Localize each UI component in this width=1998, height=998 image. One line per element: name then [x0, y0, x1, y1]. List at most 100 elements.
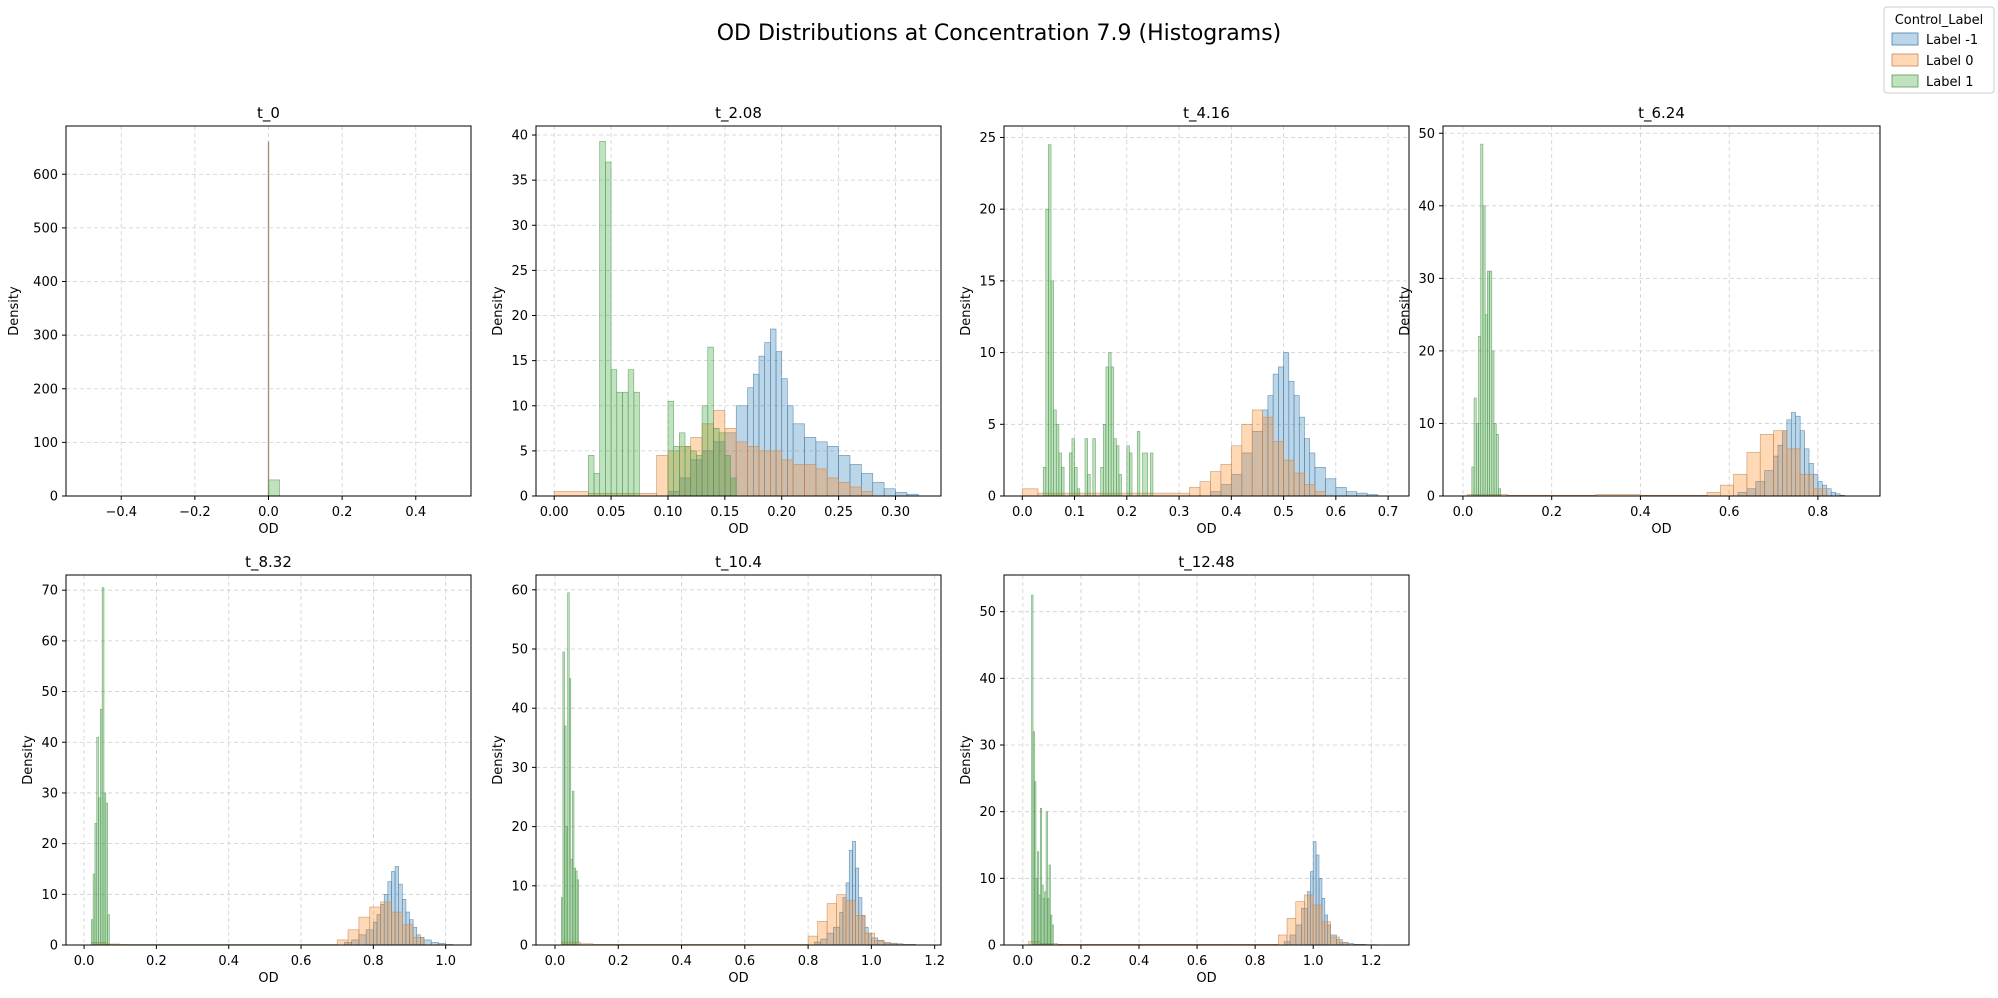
x-tick-label: 0.0 — [74, 954, 95, 969]
histogram-bar — [1484, 314, 1488, 497]
y-tick-label: 60 — [511, 583, 528, 598]
histogram-bar — [1325, 478, 1337, 497]
series-label-0 — [91, 901, 425, 946]
histogram-bar — [1071, 438, 1075, 497]
histogram-bar — [107, 914, 110, 946]
y-tick-label: 0 — [988, 490, 996, 505]
y-tick-label: 60 — [41, 634, 58, 649]
y-tick-label: 50 — [979, 605, 996, 620]
histogram-bar — [347, 929, 360, 946]
histogram-bar — [874, 939, 885, 946]
series-label-0 — [1028, 894, 1349, 946]
histogram-bar — [1251, 409, 1263, 497]
histogram-bar — [747, 446, 760, 497]
histogram-bar — [599, 141, 606, 497]
subplot-title: t_12.48 — [1178, 553, 1234, 572]
subplot-title: t_6.24 — [1638, 104, 1685, 123]
histogram-bar — [1136, 431, 1141, 497]
x-tick-label: 0.4 — [1630, 505, 1651, 520]
series-label-0 — [267, 141, 270, 497]
y-tick-label: 300 — [33, 329, 58, 344]
x-tick-label: 0.0 — [258, 505, 279, 520]
y-axis-label: Density — [491, 286, 506, 336]
figure-title: OD Distributions at Concentration 7.9 (H… — [717, 21, 1282, 46]
x-tick-label: 1.2 — [1361, 954, 1382, 969]
histogram-bar — [1061, 467, 1065, 497]
x-tick-label: 0.2 — [1071, 954, 1092, 969]
histogram-bar — [1053, 409, 1057, 497]
y-tick-label: 30 — [511, 761, 528, 776]
histogram-bar — [673, 446, 680, 497]
x-tick-label: 0.6 — [1325, 505, 1346, 520]
x-tick-label: −0.2 — [179, 505, 211, 520]
histogram-bar — [1283, 459, 1295, 497]
y-tick-label: 600 — [33, 168, 58, 183]
histogram-bar — [735, 441, 748, 497]
histogram-bar — [1304, 894, 1314, 946]
y-tick-label: 20 — [979, 203, 996, 218]
histogram-bar — [679, 432, 686, 497]
x-tick-label: 0.6 — [1719, 505, 1740, 520]
x-axis-label: OD — [258, 971, 278, 986]
histogram-bar — [1220, 464, 1232, 497]
subplot-title: t_10.4 — [715, 553, 762, 572]
subplot-title: t_8.32 — [245, 553, 292, 572]
histogram-bar — [807, 935, 818, 946]
histogram-bar — [1092, 438, 1096, 497]
legend-swatch-0 — [1891, 32, 1919, 46]
y-tick-label: 0 — [1427, 490, 1435, 505]
histogram-bar — [690, 450, 697, 497]
histogram-bar — [1482, 205, 1486, 497]
x-tick-label: 0.6 — [734, 954, 755, 969]
histogram-bar — [1335, 487, 1347, 497]
histogram-bar — [1830, 492, 1836, 497]
histogram-bar — [861, 491, 874, 497]
series-label-1 — [561, 592, 580, 946]
histogram-bar — [713, 428, 720, 497]
histogram-bar — [684, 446, 692, 497]
histogram-bar — [605, 161, 612, 497]
y-tick-label: 10 — [979, 346, 996, 361]
histogram-bar — [1478, 336, 1482, 497]
histogram-bar — [1262, 416, 1274, 497]
histogram-bar — [781, 459, 794, 497]
series-label-1 — [588, 141, 737, 497]
histogram-bar — [1493, 423, 1497, 497]
histogram-bar — [1076, 488, 1081, 497]
x-tick-label: 0.6 — [1187, 954, 1208, 969]
histogram-bar — [817, 921, 828, 946]
histogram-bar — [883, 488, 896, 497]
legend-frame — [1883, 6, 1995, 94]
subplot-title: t_4.16 — [1183, 104, 1230, 123]
histogram-bar — [633, 391, 640, 497]
histogram-bar — [1272, 441, 1284, 497]
series-label-1 — [268, 479, 280, 497]
histogram-bar — [838, 482, 851, 497]
x-tick-label: 1.0 — [435, 954, 456, 969]
y-tick-label: 20 — [1418, 344, 1435, 359]
histogram-bar — [1495, 434, 1499, 497]
x-tick-label: −0.4 — [105, 505, 137, 520]
histogram-bar — [1048, 144, 1052, 497]
histogram-bar — [1102, 423, 1107, 497]
y-tick-label: 30 — [979, 739, 996, 754]
x-tick-label: 0.0 — [1013, 954, 1034, 969]
histogram-bar — [576, 879, 580, 946]
x-tick-label: 1.0 — [861, 954, 882, 969]
subplot-0: −0.4 −0.2 0.0 0.2 0.4 0 100 200 300 400 500 600 t_0 O… — [7, 104, 472, 537]
x-tick-label: 0.4 — [1221, 505, 1242, 520]
legend: Control_Label Label -1 Label 0 Label 1 — [1883, 6, 1995, 94]
histogram-bar — [553, 491, 589, 497]
y-tick-label: 200 — [33, 382, 58, 397]
x-tick-label: 0.8 — [798, 954, 819, 969]
x-tick-label: 0.4 — [1129, 954, 1150, 969]
histogram-bar — [1293, 472, 1305, 497]
y-tick-label: 10 — [979, 872, 996, 887]
histogram-bar — [1069, 452, 1073, 497]
y-tick-label: 20 — [511, 309, 528, 324]
histogram-bar — [1055, 423, 1060, 497]
y-tick-label: 70 — [41, 584, 58, 599]
histogram-bar — [1491, 350, 1495, 497]
histogram-bar — [1199, 481, 1211, 497]
